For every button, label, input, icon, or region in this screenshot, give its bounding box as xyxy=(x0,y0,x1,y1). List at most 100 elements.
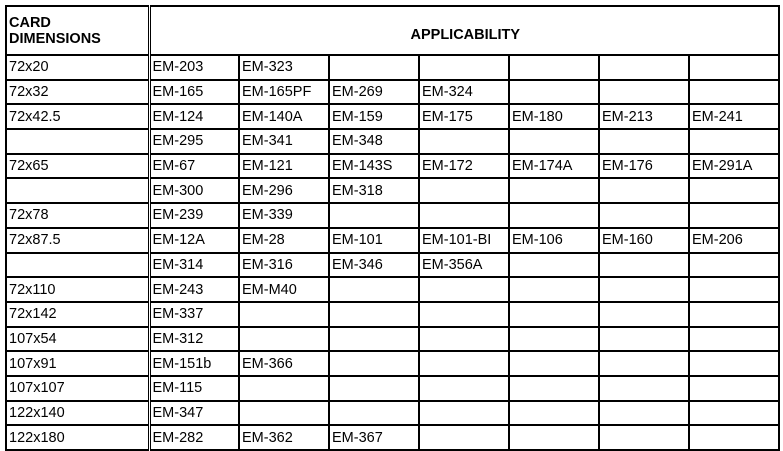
applicability-table: CARD DIMENSIONS APPLICABILITY 72x20 EM-203… xyxy=(5,5,781,451)
dimension-cell: 72x20 xyxy=(5,54,151,81)
model-cell: EM-269 xyxy=(328,78,420,106)
model-cell xyxy=(687,251,781,279)
model-cell: EM-101-BI xyxy=(418,226,510,254)
dimension-cell xyxy=(5,251,151,279)
dimension-cell xyxy=(5,177,151,205)
model-cell: EM-160 xyxy=(598,226,690,254)
model-cell xyxy=(328,325,420,353)
model-cell xyxy=(508,251,600,279)
model-cell xyxy=(418,128,510,155)
model-cell xyxy=(328,54,420,81)
model-cell xyxy=(598,374,690,402)
model-cell xyxy=(598,399,690,427)
model-cell: EM-165PF xyxy=(238,78,330,106)
model-cell: EM-324 xyxy=(418,78,510,106)
header-line1: CARD xyxy=(9,14,51,31)
model-cell: EM-362 xyxy=(238,424,330,451)
model-cell: EM-172 xyxy=(418,152,510,180)
model-cell xyxy=(687,276,781,303)
model-cell: EM-295 xyxy=(148,128,240,155)
table-row: 107x107 EM-115 xyxy=(5,374,781,402)
model-cell: EM-239 xyxy=(148,202,240,229)
model-cell xyxy=(418,54,510,81)
model-cell: EM-296 xyxy=(238,177,330,205)
model-cell xyxy=(418,374,510,402)
model-cell xyxy=(418,276,510,303)
model-cell: EM-213 xyxy=(598,103,690,131)
model-cell: EM-348 xyxy=(328,128,420,155)
model-cell: EM-67 xyxy=(148,152,240,180)
model-cell: EM-124 xyxy=(148,103,240,131)
model-cell xyxy=(328,374,420,402)
model-cell xyxy=(687,350,781,377)
model-cell: EM-203 xyxy=(148,54,240,81)
model-cell: EM-341 xyxy=(238,128,330,155)
dimension-cell: 107x54 xyxy=(5,325,151,353)
model-cell: EM-346 xyxy=(328,251,420,279)
model-cell xyxy=(508,177,600,205)
model-cell: EM-175 xyxy=(418,103,510,131)
model-cell: EM-339 xyxy=(238,202,330,229)
model-cell: EM-312 xyxy=(148,325,240,353)
model-cell xyxy=(328,350,420,377)
model-cell xyxy=(418,424,510,451)
dimension-cell: 72x65 xyxy=(5,152,151,180)
model-cell: EM-M40 xyxy=(238,276,330,303)
model-cell xyxy=(508,424,600,451)
model-cell xyxy=(508,399,600,427)
model-cell xyxy=(418,300,510,328)
model-cell xyxy=(328,202,420,229)
model-cell: EM-316 xyxy=(238,251,330,279)
model-cell: EM-206 xyxy=(687,226,781,254)
model-cell: EM-243 xyxy=(148,276,240,303)
model-cell xyxy=(687,177,781,205)
dimension-cell: 122x180 xyxy=(5,424,151,451)
model-cell: EM-337 xyxy=(148,300,240,328)
model-cell xyxy=(598,128,690,155)
model-cell xyxy=(508,78,600,106)
model-cell xyxy=(238,300,330,328)
model-cell xyxy=(508,350,600,377)
model-cell xyxy=(598,78,690,106)
table-row: 72x142 EM-337 xyxy=(5,300,781,328)
model-cell xyxy=(598,177,690,205)
model-cell xyxy=(687,78,781,106)
model-cell xyxy=(508,54,600,81)
model-cell xyxy=(598,300,690,328)
table-row: 72x110 EM-243 EM-M40 xyxy=(5,276,781,303)
model-cell xyxy=(508,325,600,353)
dimension-cell: 72x110 xyxy=(5,276,151,303)
dimension-cell: 72x78 xyxy=(5,202,151,229)
model-cell xyxy=(508,276,600,303)
model-cell: EM-140A xyxy=(238,103,330,131)
dimension-cell: 72x32 xyxy=(5,78,151,106)
dimension-cell: 72x87.5 xyxy=(5,226,151,254)
model-cell xyxy=(238,374,330,402)
model-cell xyxy=(508,300,600,328)
model-cell xyxy=(687,424,781,451)
model-cell: EM-159 xyxy=(328,103,420,131)
model-cell: EM-106 xyxy=(508,226,600,254)
model-cell: EM-180 xyxy=(508,103,600,131)
model-cell xyxy=(418,177,510,205)
dimension-cell xyxy=(5,128,151,155)
model-cell xyxy=(687,128,781,155)
table-row: 72x42.5 EM-124 EM-140A EM-159 EM-175 EM-180 EM… xyxy=(5,103,781,131)
header-row: CARD DIMENSIONS APPLICABILITY xyxy=(5,5,781,56)
table-row: 107x54 EM-312 xyxy=(5,325,781,353)
model-cell xyxy=(687,202,781,229)
table-row: 122x140 EM-347 xyxy=(5,399,781,427)
dimension-cell: 107x91 xyxy=(5,350,151,377)
model-cell: EM-282 xyxy=(148,424,240,451)
model-cell xyxy=(238,399,330,427)
model-cell: EM-291A xyxy=(687,152,781,180)
model-cell xyxy=(418,325,510,353)
table-row: 72x87.5 EM-12A EM-28 EM-101 EM-101-BI EM-106 E… xyxy=(5,226,781,254)
table-row: EM-295 EM-341 EM-348 xyxy=(5,128,781,155)
table-row: EM-314 EM-316 EM-346 EM-356A xyxy=(5,251,781,279)
model-cell: EM-318 xyxy=(328,177,420,205)
model-cell xyxy=(508,202,600,229)
model-cell xyxy=(508,374,600,402)
model-cell: EM-143S xyxy=(328,152,420,180)
model-cell xyxy=(598,424,690,451)
